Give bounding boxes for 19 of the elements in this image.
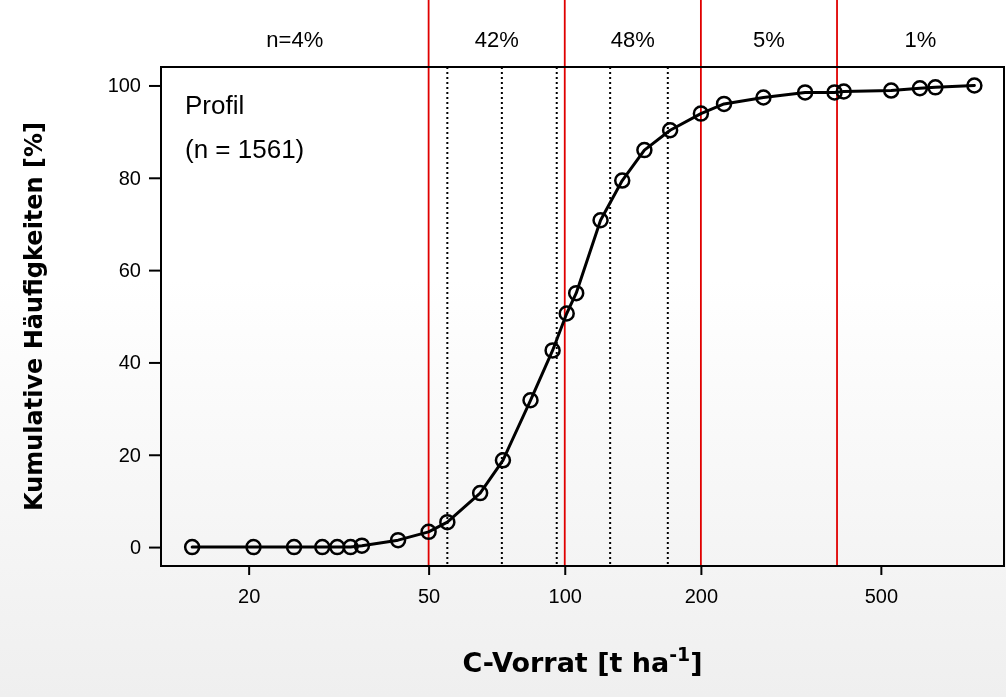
text: n=4% bbox=[266, 27, 324, 52]
x-tick-label: 100 bbox=[548, 585, 582, 608]
x-axis-title: C-Vorrat [t ha$^{-1}$] bbox=[462, 643, 703, 678]
annotation: Profil (n = 1561) bbox=[185, 90, 305, 164]
y-tick-label: 60 bbox=[118, 259, 141, 282]
y-tick-label: 100 bbox=[107, 74, 141, 97]
text: 1% bbox=[904, 27, 937, 52]
x-tick-label: 500 bbox=[864, 585, 899, 608]
text: 48% bbox=[610, 27, 655, 52]
y-tick-label: 80 bbox=[118, 166, 141, 189]
y-axis-title: Kumulative Häufigkeiten [%] bbox=[20, 121, 48, 512]
text: 5% bbox=[753, 27, 785, 52]
y-tick-label: 40 bbox=[118, 351, 141, 374]
x-tick-label: 20 bbox=[238, 585, 261, 608]
x-tick-label: 50 bbox=[417, 585, 441, 608]
x-tick-label: 200 bbox=[684, 585, 719, 608]
text: 42% bbox=[474, 27, 519, 52]
y-tick-label: 20 bbox=[118, 443, 141, 466]
y-tick-label: 0 bbox=[129, 535, 141, 558]
